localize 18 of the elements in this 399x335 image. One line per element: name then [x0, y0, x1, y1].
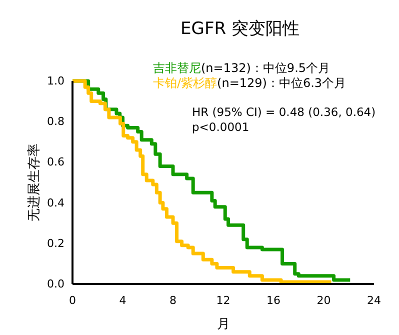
chart-title: EGFR 突变阳性 [180, 19, 300, 39]
x-tick-label: 8 [170, 294, 176, 307]
annotation: HR (95% CI) = 0.48 (0.36, 0.64) [192, 105, 376, 119]
x-tick-label: 0 [69, 294, 76, 307]
y-tick-label: 1.0 [47, 74, 64, 88]
x-tick-label: 4 [119, 294, 126, 307]
y-tick-label: 0.2 [47, 236, 64, 250]
x-tick-label: 12 [216, 294, 230, 307]
y-tick-label: 0.6 [47, 156, 64, 169]
y-tick-label: 0.0 [47, 278, 64, 290]
y-tick-label: 0.4 [47, 196, 64, 210]
x-tick-label: 20 [316, 294, 331, 307]
x-tick-label: 24 [367, 294, 381, 307]
annotation: p<0.0001 [192, 120, 250, 134]
y-axis-title: 无进展生存率 [26, 144, 42, 222]
x-tick-label: 16 [266, 294, 280, 307]
x-axis-title: 月 [216, 317, 230, 332]
y-tick-label: 0.8 [47, 115, 64, 128]
